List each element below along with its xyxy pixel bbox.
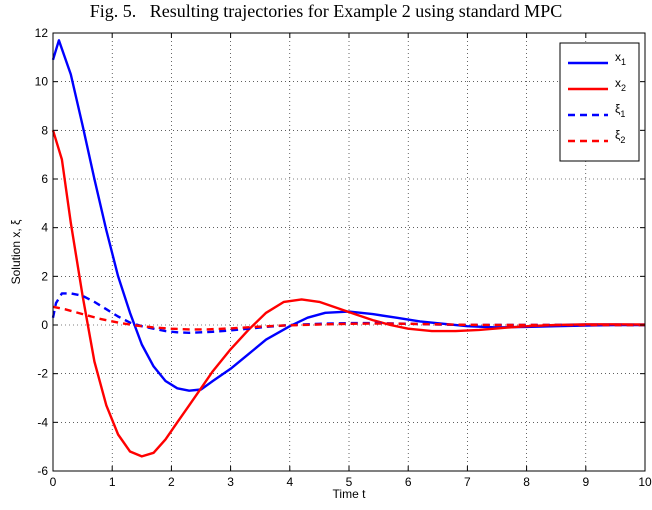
legend-label-3: ξ1 — [615, 102, 625, 119]
y-tick-label: 4 — [41, 221, 48, 235]
y-tick-label: -6 — [37, 464, 48, 478]
x-tick-label: 0 — [50, 475, 57, 489]
series-layer — [51, 39, 646, 458]
x-tick-label: 2 — [168, 475, 175, 489]
x-tick-label: 3 — [227, 475, 234, 489]
series-line-2 — [51, 129, 646, 458]
x-tick-label: 7 — [464, 475, 471, 489]
series-line-3 — [51, 292, 645, 334]
legend-label-4: ξ2 — [615, 128, 625, 145]
x-tick-label: 9 — [582, 475, 589, 489]
x-tick-label: 4 — [286, 475, 293, 489]
y-tick-label: 12 — [35, 26, 49, 40]
legend: x1 x2 ξ1 ξ2 — [559, 42, 640, 162]
x-tick-label: 6 — [405, 475, 412, 489]
series-line-1 — [51, 39, 645, 392]
x-tick-label: 8 — [523, 475, 530, 489]
y-tick-label: -4 — [37, 415, 48, 429]
x-tick-label: 10 — [638, 475, 652, 489]
y-tick-label: 10 — [35, 75, 49, 89]
y-tick-label: 8 — [41, 123, 48, 137]
legend-label-1: x1 — [615, 50, 626, 67]
y-tick-label: -2 — [37, 367, 48, 381]
series-line-4 — [52, 305, 645, 331]
y-tick-label: 6 — [41, 172, 48, 186]
y-tick-label: 0 — [41, 318, 48, 332]
x-axis-title: Time t — [333, 487, 367, 501]
y-axis-title: Solution x, ξ — [9, 219, 23, 284]
legend-label-2: x2 — [615, 76, 626, 93]
legend-box — [559, 42, 640, 162]
figure-caption: Fig. 5. Resulting trajectories for Examp… — [89, 1, 563, 21]
grid — [53, 33, 645, 471]
plot-area — [53, 33, 645, 471]
x-tick-label: 5 — [346, 475, 353, 489]
y-tick-label: 2 — [41, 269, 48, 283]
x-tick-label: 1 — [109, 475, 116, 489]
